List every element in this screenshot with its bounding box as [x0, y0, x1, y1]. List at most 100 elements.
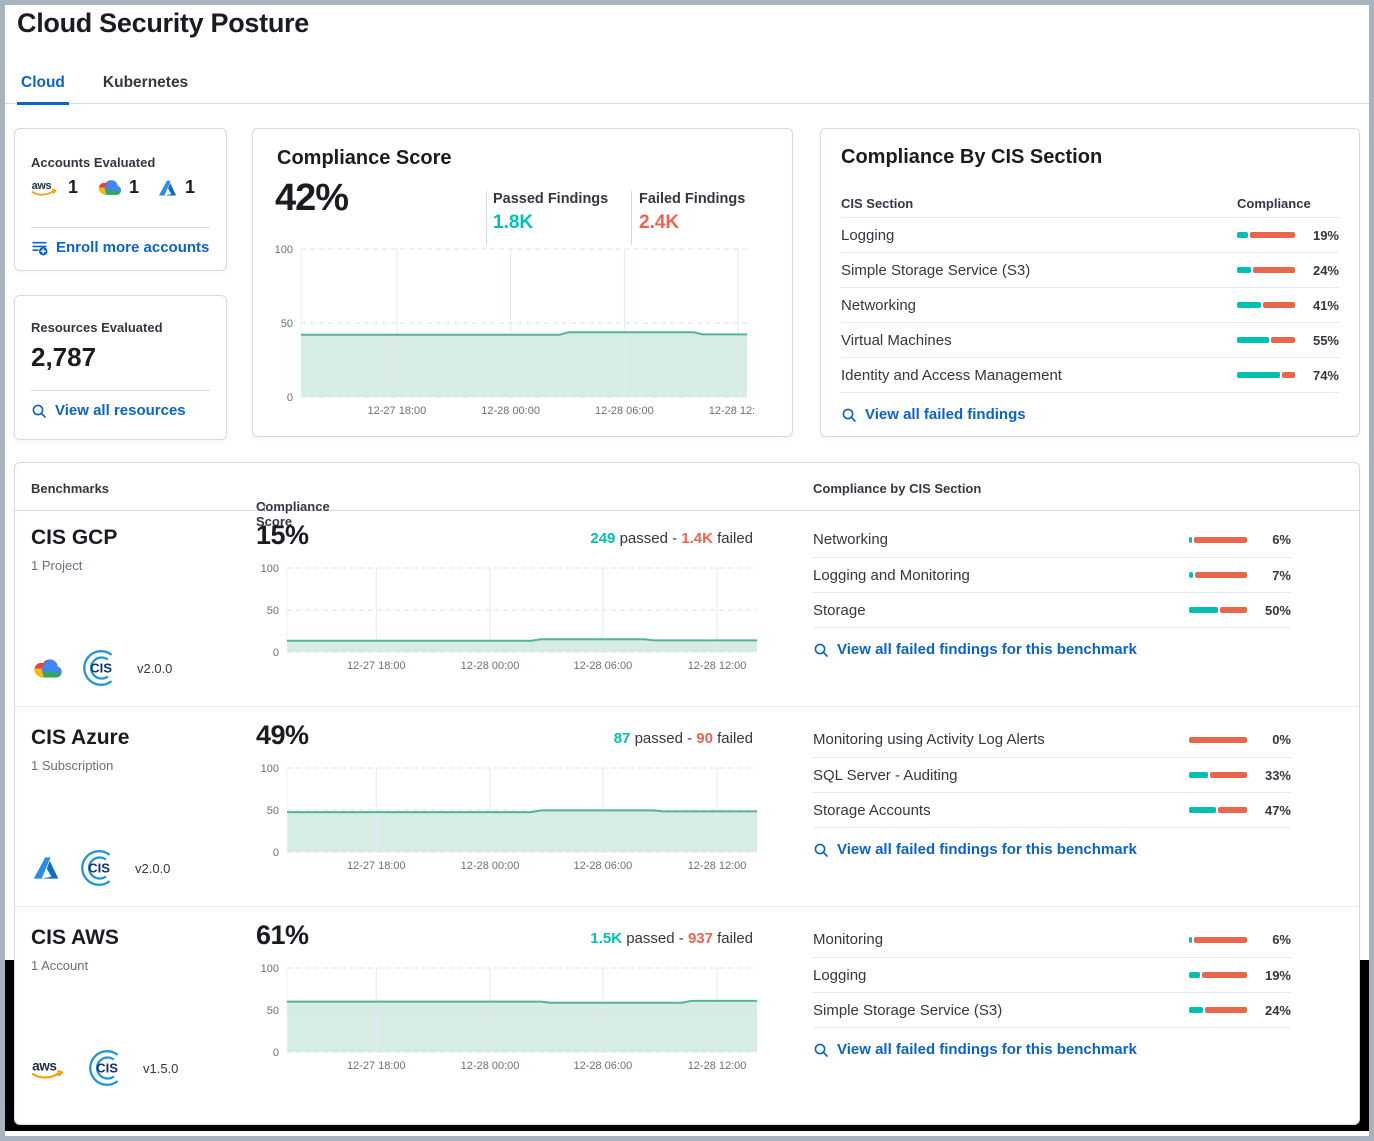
list-add-icon	[32, 241, 48, 256]
svg-text:0: 0	[273, 647, 279, 659]
failed-count: 1.4K	[681, 530, 713, 547]
passed-count: 249	[590, 530, 616, 547]
svg-text:12-28 12:00: 12-28 12:00	[688, 860, 747, 872]
compliance-bar	[1189, 607, 1247, 613]
compliance-bar	[1189, 1007, 1247, 1013]
passed-count: 1.5K	[590, 930, 623, 947]
divider	[841, 392, 1339, 393]
cis-section-row: Virtual Machines 55%	[841, 322, 1339, 357]
azure-account-count: 1	[185, 177, 196, 197]
cis-section-row: Logging 19%	[841, 217, 1339, 252]
cis-section-row: Networking 6%	[813, 522, 1291, 557]
benchmark-score: 61%	[256, 920, 309, 950]
svg-text:100: 100	[261, 963, 279, 975]
benchmark-cis-sections: Monitoring 6% Logging 19% Simple Storage…	[813, 922, 1291, 1063]
search-icon	[814, 643, 828, 657]
compliance-bar	[1189, 572, 1247, 578]
compliance-bar	[1189, 972, 1247, 978]
cis-section-row: Monitoring 6%	[813, 922, 1291, 957]
compliance-percent: 19%	[1264, 967, 1291, 983]
svg-text:0: 0	[287, 392, 293, 404]
benchmark-version: v2.0.0	[135, 860, 171, 876]
cis-section-label: Identity and Access Management	[841, 366, 1062, 384]
compliance-bar	[1189, 536, 1247, 543]
passed-findings-label: Passed Findings	[493, 191, 609, 207]
svg-text:0: 0	[273, 1047, 279, 1059]
cis-section-row: SQL Server - Auditing 33%	[813, 757, 1291, 792]
divider	[486, 191, 487, 245]
failed-findings-stat: Failed Findings 2.4K	[639, 191, 745, 234]
provider-counts: aws 1 1 1	[31, 177, 206, 198]
compliance-percent: 41%	[1312, 297, 1339, 313]
cis-section-label: Simple Storage Service (S3)	[841, 261, 1031, 279]
view-all-failed-findings-label: View all failed findings	[865, 406, 1026, 423]
cis-section-label: Virtual Machines	[841, 331, 952, 349]
divider	[31, 227, 210, 228]
compliance-bar	[1237, 267, 1295, 273]
cis-table-header: CIS Section Compliance	[841, 189, 1339, 217]
svg-text:12-27 18:00: 12-27 18:00	[347, 860, 406, 872]
benchmark-version: v1.5.0	[143, 1060, 179, 1076]
resources-evaluated-title: Resources Evaluated	[31, 320, 163, 335]
page-title: Cloud Security Posture	[17, 8, 309, 38]
svg-text:aws: aws	[32, 1058, 57, 1073]
compliance-by-cis-section-column-header: Compliance by CIS Section	[813, 481, 982, 496]
resources-evaluated-card: Resources Evaluated 2,787 View all resou…	[14, 295, 227, 440]
benchmark-passed-failed: 1.5K passed - 937 failed	[415, 930, 753, 947]
svg-text:12-28 00:00: 12-28 00:00	[461, 1060, 520, 1072]
view-failed-findings-benchmark-link[interactable]: View all failed findings for this benchm…	[813, 1041, 1137, 1058]
resources-count: 2,787	[31, 342, 97, 372]
cis-section-row: Networking 41%	[841, 287, 1339, 322]
cis-section-label: Simple Storage Service (S3)	[813, 1001, 1003, 1019]
svg-text:12-28 12:00: 12-28 12:00	[688, 660, 747, 672]
benchmark-name: CIS AWS	[31, 926, 119, 949]
benchmark-subtitle: 1 Account	[31, 958, 89, 973]
svg-text:12-28 12:00: 12-28 12:00	[709, 405, 755, 417]
svg-text:CIS: CIS	[90, 661, 112, 676]
compliance-percent: 6%	[1272, 532, 1291, 547]
view-all-failed-findings-link[interactable]: View all failed findings	[841, 406, 1026, 423]
tab-cloud[interactable]: Cloud	[17, 64, 69, 105]
failed-word: failed	[717, 930, 753, 947]
compliance-percent: 47%	[1264, 802, 1291, 818]
compliance-bar	[1237, 302, 1295, 308]
benchmark-logos: CIS v2.0.0	[31, 644, 172, 692]
gcp-logo-icon	[98, 180, 122, 195]
enroll-more-accounts-label: Enroll more accounts	[56, 239, 210, 256]
compliance-column-header: Compliance	[1237, 195, 1311, 211]
passed-findings-stat: Passed Findings 1.8K	[493, 191, 608, 234]
cis-section-label: Storage	[813, 601, 866, 619]
aws-logo-icon: aws	[31, 180, 57, 196]
view-failed-findings-benchmark-link[interactable]: View all failed findings for this benchm…	[813, 641, 1137, 658]
tab-bar: Cloud Kubernetes	[5, 64, 1369, 105]
compliance-bar	[1237, 232, 1295, 238]
passed-word: passed -	[634, 730, 693, 747]
failed-findings-label: Failed Findings	[639, 191, 746, 207]
view-failed-findings-benchmark-link[interactable]: View all failed findings for this benchm…	[813, 841, 1137, 858]
compliance-bar	[1189, 736, 1247, 743]
failed-word: failed	[717, 730, 753, 747]
enroll-more-accounts-link[interactable]: Enroll more accounts	[31, 239, 209, 256]
svg-text:100: 100	[261, 763, 279, 775]
divider	[31, 390, 210, 391]
divider	[15, 906, 1359, 907]
benchmark-logos: aws CIS v1.5.0	[31, 1044, 178, 1092]
benchmark-passed-failed: 87 passed - 90 failed	[415, 730, 753, 747]
benchmark-trend-chart: 12-27 18:00 12-28 00:00 12-28 06:00 12-28 1…	[251, 562, 767, 674]
cis-section-column-header: CIS Section	[841, 195, 914, 211]
svg-text:12-28 06:00: 12-28 06:00	[573, 1060, 632, 1072]
compliance-score-card: Compliance Score 42% Passed Findings 1.8…	[252, 128, 793, 437]
view-all-resources-link[interactable]: View all resources	[31, 402, 186, 419]
compliance-percent: 33%	[1264, 767, 1291, 783]
cis-section-row: Logging and Monitoring 7%	[813, 557, 1291, 592]
failed-count: 937	[687, 930, 713, 947]
svg-text:12-28 12:00: 12-28 12:00	[688, 1060, 747, 1072]
compliance-percent: 74%	[1312, 367, 1339, 383]
passed-word: passed -	[619, 530, 678, 547]
compliance-by-cis-section-card: Compliance By CIS Section CIS Section Co…	[820, 128, 1360, 437]
tab-kubernetes[interactable]: Kubernetes	[102, 74, 189, 91]
failed-count: 90	[696, 730, 713, 747]
svg-text:0: 0	[273, 847, 279, 859]
cis-section-label: Logging	[841, 226, 895, 244]
